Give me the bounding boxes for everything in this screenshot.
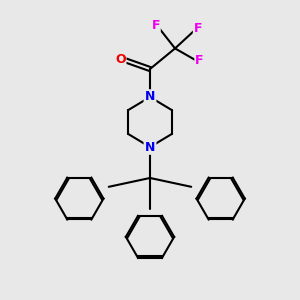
Text: O: O xyxy=(115,53,126,66)
Text: F: F xyxy=(152,19,160,32)
Text: F: F xyxy=(194,22,202,35)
Text: N: N xyxy=(145,141,155,154)
Text: F: F xyxy=(195,54,203,67)
Text: N: N xyxy=(145,91,155,103)
